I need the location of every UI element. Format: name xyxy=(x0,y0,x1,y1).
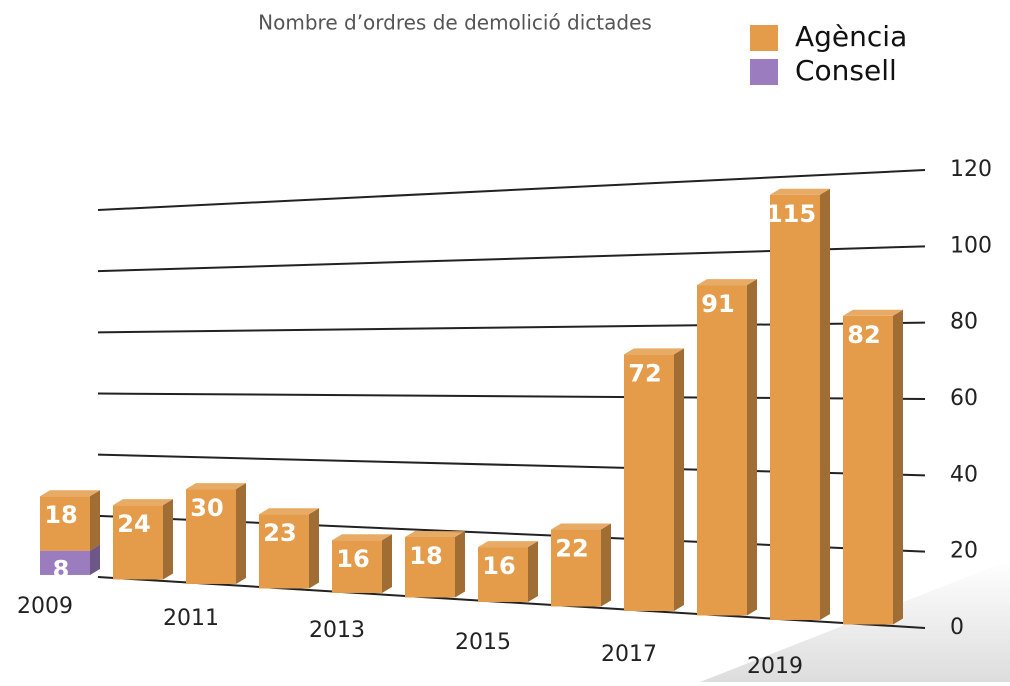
x-tick-label: 2015 xyxy=(455,630,511,655)
bar xyxy=(332,540,382,593)
legend-swatch xyxy=(750,25,778,51)
bar-side xyxy=(820,188,830,620)
data-label: 91 xyxy=(701,290,734,318)
bar xyxy=(40,550,90,575)
data-label: 8 xyxy=(53,556,70,584)
bar-top xyxy=(113,499,173,506)
bar-side xyxy=(163,499,173,580)
bar-side xyxy=(455,530,465,598)
bar-top xyxy=(624,348,684,355)
y-tick-label: 100 xyxy=(950,233,992,258)
legend-swatch xyxy=(750,59,778,85)
y-tick-label: 40 xyxy=(950,462,978,487)
y-tick-label: 0 xyxy=(950,615,964,640)
y-tick-label: 60 xyxy=(950,386,978,411)
bar-top xyxy=(843,309,903,316)
bar-top xyxy=(405,530,465,537)
data-label: 16 xyxy=(482,552,515,580)
bar-top xyxy=(697,279,757,286)
bar-top xyxy=(332,534,392,541)
bar-side xyxy=(309,508,319,589)
x-tick-label: 2011 xyxy=(163,606,219,631)
bar-side xyxy=(674,348,684,611)
data-label: 24 xyxy=(117,510,150,538)
bar xyxy=(405,536,455,598)
data-label: 22 xyxy=(555,535,588,563)
bar xyxy=(186,489,236,584)
bar xyxy=(770,194,820,620)
data-label: 115 xyxy=(766,200,816,228)
bar xyxy=(843,315,893,625)
bar-side xyxy=(236,483,246,584)
y-tick-label: 120 xyxy=(950,157,992,182)
bar xyxy=(259,514,309,589)
bar-top xyxy=(186,483,246,490)
x-tick-label: 2013 xyxy=(309,618,365,643)
bar-top xyxy=(770,188,830,195)
data-label: 16 xyxy=(336,545,369,573)
bar-side xyxy=(90,544,100,575)
data-label: 72 xyxy=(628,359,661,387)
bar-side xyxy=(528,541,538,602)
bar-top xyxy=(40,490,100,497)
legend-label: Consell xyxy=(795,54,897,87)
bar-side xyxy=(747,279,757,616)
bar xyxy=(697,285,747,616)
grid-line xyxy=(97,169,926,211)
x-tick-label: 2009 xyxy=(17,594,73,619)
data-label: 82 xyxy=(847,321,880,349)
data-label: 30 xyxy=(190,494,223,522)
bar xyxy=(551,529,601,607)
bar-side xyxy=(382,534,392,593)
bar-side xyxy=(893,309,903,625)
bar-side xyxy=(601,523,611,607)
x-tick-label: 2019 xyxy=(747,654,803,679)
bar xyxy=(40,496,90,551)
bar-top xyxy=(551,523,611,530)
bar xyxy=(478,547,528,602)
bar xyxy=(113,505,163,580)
chart-title: Nombre d’ordres de demolició dictades xyxy=(258,11,652,35)
x-tick-label: 2017 xyxy=(601,642,657,667)
bar xyxy=(624,354,674,611)
data-label: 18 xyxy=(44,501,77,529)
bar-top xyxy=(259,508,319,515)
data-label: 23 xyxy=(263,519,296,547)
bar-top xyxy=(478,541,538,548)
data-label: 18 xyxy=(409,542,442,570)
y-tick-label: 20 xyxy=(950,539,978,564)
bar-side xyxy=(90,490,100,551)
y-tick-label: 80 xyxy=(950,310,978,335)
legend-label: Agència xyxy=(795,20,907,53)
